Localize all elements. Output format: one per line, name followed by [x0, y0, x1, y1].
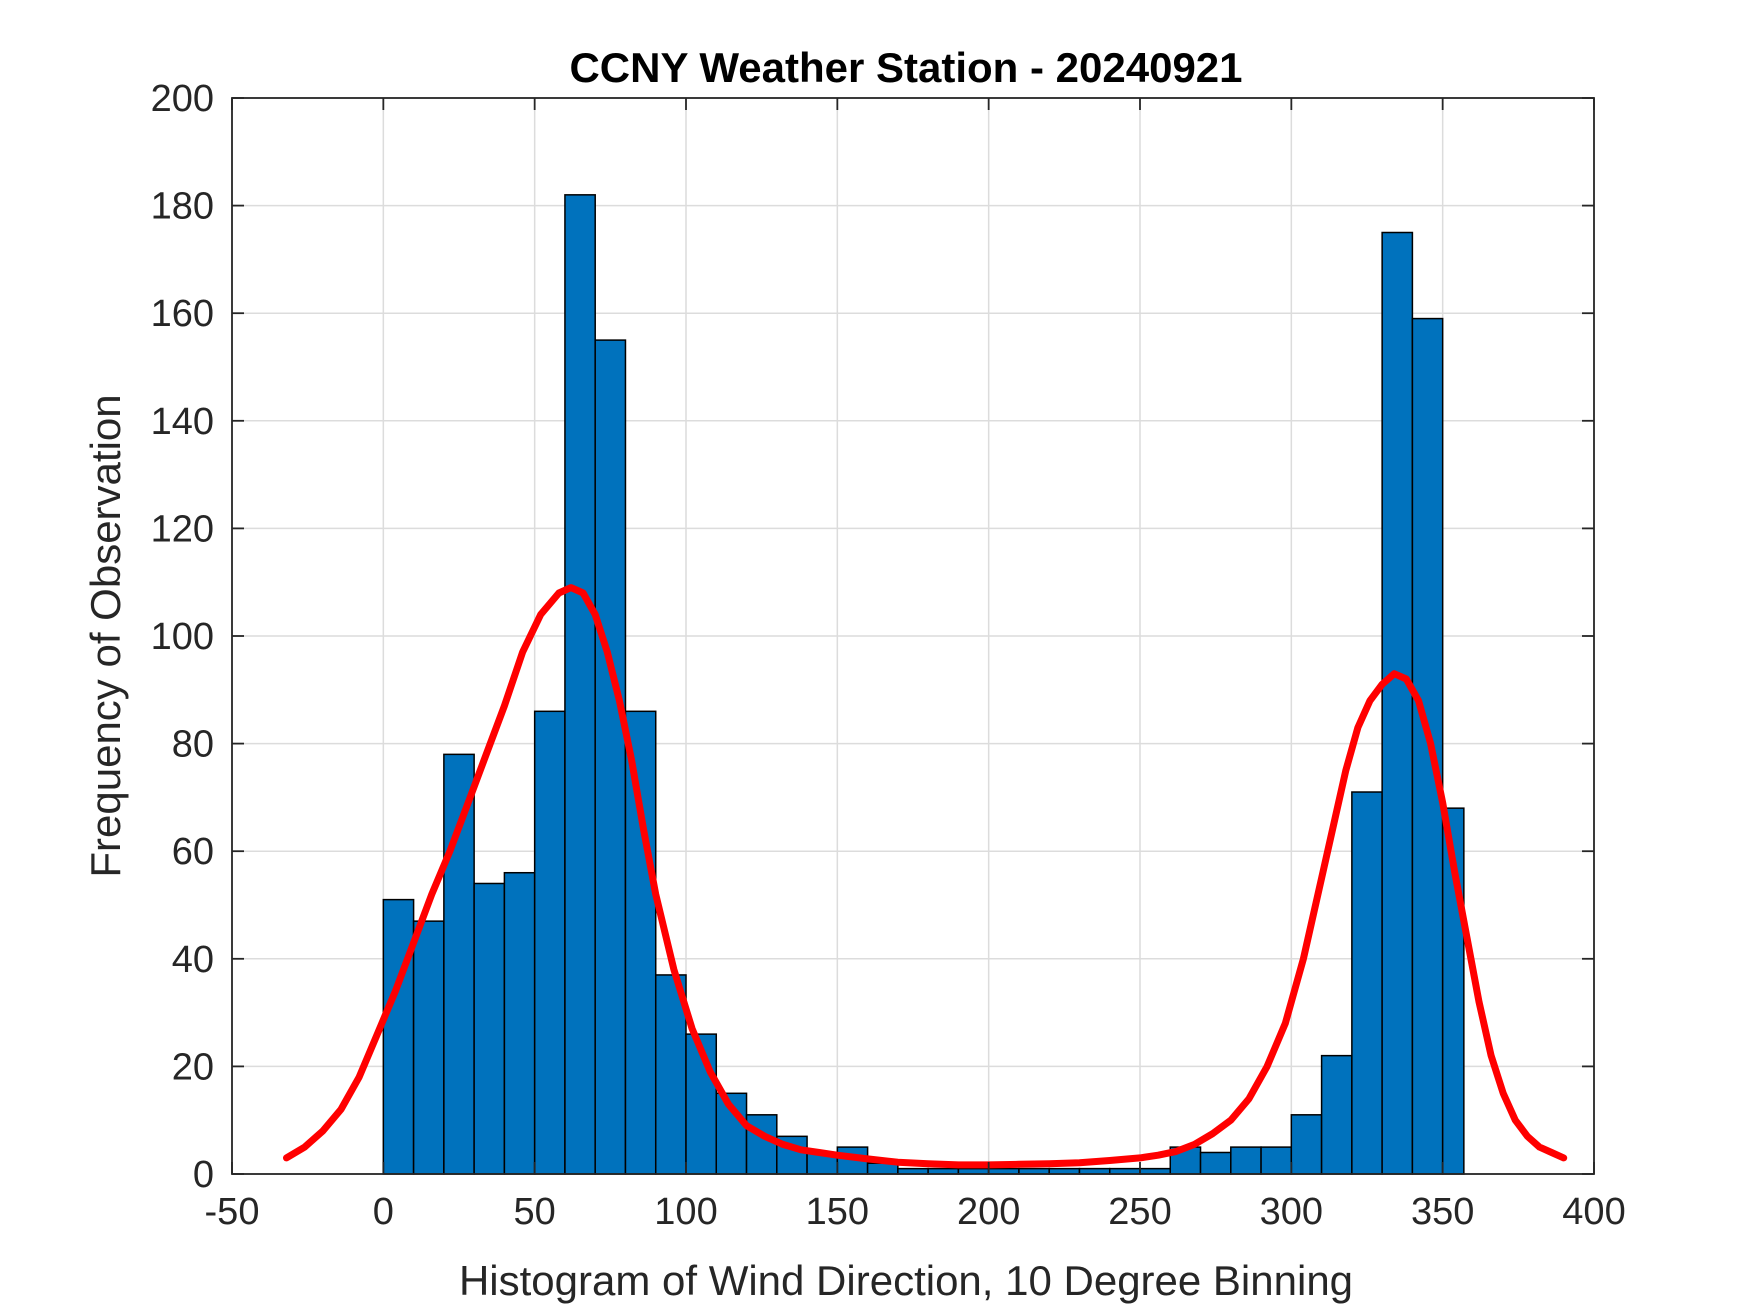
histogram-bar: [654, 974, 687, 1175]
x-tick-label: 150: [806, 1191, 869, 1233]
x-tick-label: 200: [957, 1191, 1020, 1233]
x-tick-label: 0: [373, 1191, 394, 1233]
histogram-bar: [1381, 231, 1414, 1175]
y-tick-label: 0: [193, 1154, 214, 1196]
histogram-bar: [473, 882, 506, 1175]
bars-layer: [382, 194, 1465, 1175]
histogram-bar: [533, 710, 566, 1175]
ticks-layer: -50 0 50 100 150 200 250 300 350 4000204060801001…: [151, 78, 1626, 1233]
histogram-bar: [412, 920, 445, 1175]
histogram-bar: [1260, 1146, 1293, 1175]
histogram-bar: [594, 339, 627, 1175]
histogram-bar: [624, 710, 657, 1175]
fit-line-layer: [283, 584, 1568, 1169]
y-tick-label: 120: [151, 508, 214, 550]
histogram-bar: [1199, 1151, 1232, 1175]
chart-title: CCNY Weather Station - 20240921: [569, 44, 1242, 91]
x-tick-label: 400: [1562, 1191, 1625, 1233]
y-tick-label: 160: [151, 293, 214, 335]
y-tick-label: 80: [172, 724, 214, 766]
x-tick-label: 250: [1108, 1191, 1171, 1233]
x-tick-label: 300: [1260, 1191, 1323, 1233]
histogram-bar: [745, 1114, 778, 1175]
histogram-bar: [1320, 1054, 1353, 1175]
histogram-bar: [382, 898, 415, 1175]
y-tick-label: 100: [151, 616, 214, 658]
histogram-bar: [564, 194, 596, 1175]
x-axis-title: Histogram of Wind Direction, 10 Degree B…: [459, 1257, 1353, 1304]
y-tick-label: 60: [172, 831, 214, 873]
histogram-bar: [776, 1135, 808, 1175]
x-tick-label: 350: [1411, 1191, 1474, 1233]
histogram-bar: [1290, 1114, 1323, 1175]
x-tick-label: 100: [654, 1191, 717, 1233]
y-tick-label: 20: [172, 1046, 214, 1088]
y-tick-label: 140: [151, 401, 214, 443]
x-tick-label: 50: [514, 1191, 556, 1233]
histogram-bar: [1351, 791, 1383, 1175]
histogram-bar: [1230, 1146, 1262, 1175]
y-tick-label: 40: [172, 939, 214, 981]
fitted-curve-line: [283, 584, 1568, 1169]
y-axis-title: Frequency of Observation: [82, 394, 129, 877]
y-tick-label: 180: [151, 186, 214, 228]
histogram-bar: [1411, 317, 1444, 1175]
y-tick-label: 200: [151, 78, 214, 120]
histogram-bar: [503, 871, 536, 1175]
x-tick-label: -50: [205, 1191, 260, 1233]
